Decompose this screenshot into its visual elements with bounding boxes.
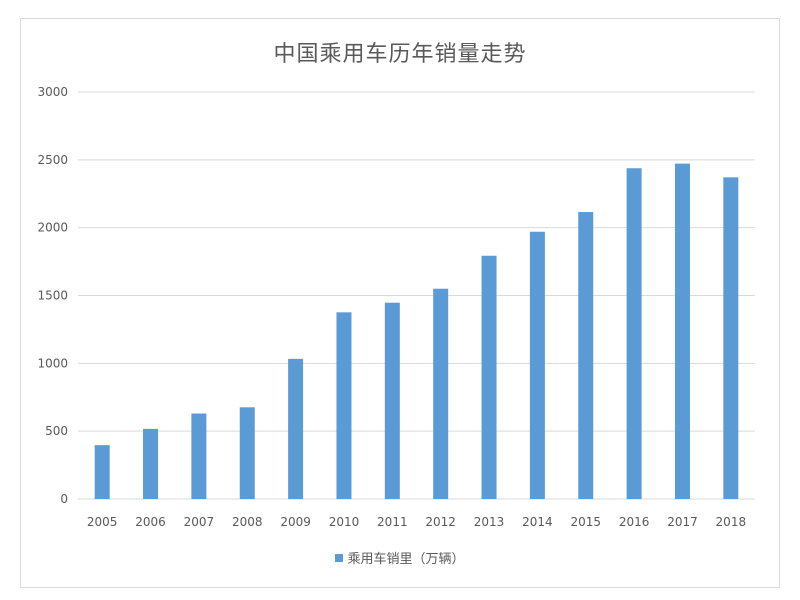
x-axis-tick-labels: 2005 2006 2007 2008 2009 2010 2011 2012 2013 2014… [87, 515, 746, 529]
y-tick-label: 2500 [37, 153, 68, 167]
y-tick-label: 1000 [37, 356, 68, 370]
y-tick-label: 1500 [37, 289, 68, 303]
x-tick-label: 2009 [280, 515, 311, 529]
x-tick-label: 2017 [667, 515, 698, 529]
legend: 乘用车销里（万辆） [0, 548, 800, 567]
x-tick-label: 2008 [232, 515, 263, 529]
y-tick-label: 3000 [37, 85, 68, 99]
bar-2014 [529, 231, 545, 499]
x-tick-label: 2014 [522, 515, 553, 529]
x-tick-label: 2010 [329, 515, 360, 529]
gridlines [78, 91, 755, 500]
bar-2016 [626, 168, 642, 499]
bar-2011 [384, 302, 400, 499]
y-tick-label: 2000 [37, 221, 68, 235]
legend-label: 乘用车销里（万辆） [347, 552, 465, 567]
bar-2017 [674, 163, 690, 499]
bar-2006 [143, 428, 159, 499]
bar-2005 [94, 445, 110, 499]
legend-swatch [335, 553, 344, 562]
bar-2015 [578, 212, 594, 499]
x-tick-label: 2007 [184, 515, 215, 529]
bar-2007 [191, 413, 207, 499]
bar-2009 [288, 358, 304, 499]
x-tick-label: 2015 [570, 515, 601, 529]
x-tick-label: 2013 [474, 515, 505, 529]
x-tick-label: 2012 [425, 515, 456, 529]
y-tick-label: 0 [60, 492, 68, 506]
bar-2008 [239, 407, 255, 499]
bar-2010 [336, 312, 352, 499]
bars [94, 163, 739, 499]
x-tick-label: 2018 [716, 515, 747, 529]
bar-2012 [433, 288, 449, 499]
y-axis-tick-labels: 0 500 1000 1500 2000 2500 3000 [37, 85, 68, 506]
x-tick-label: 2006 [135, 515, 166, 529]
x-tick-label: 2011 [377, 515, 408, 529]
x-tick-label: 2016 [619, 515, 650, 529]
x-tick-label: 2005 [87, 515, 118, 529]
y-tick-label: 500 [45, 424, 68, 438]
bar-2018 [723, 177, 739, 499]
chart-title: 中国乘用车历年销量走势 [273, 42, 527, 67]
bar-2013 [481, 255, 497, 499]
